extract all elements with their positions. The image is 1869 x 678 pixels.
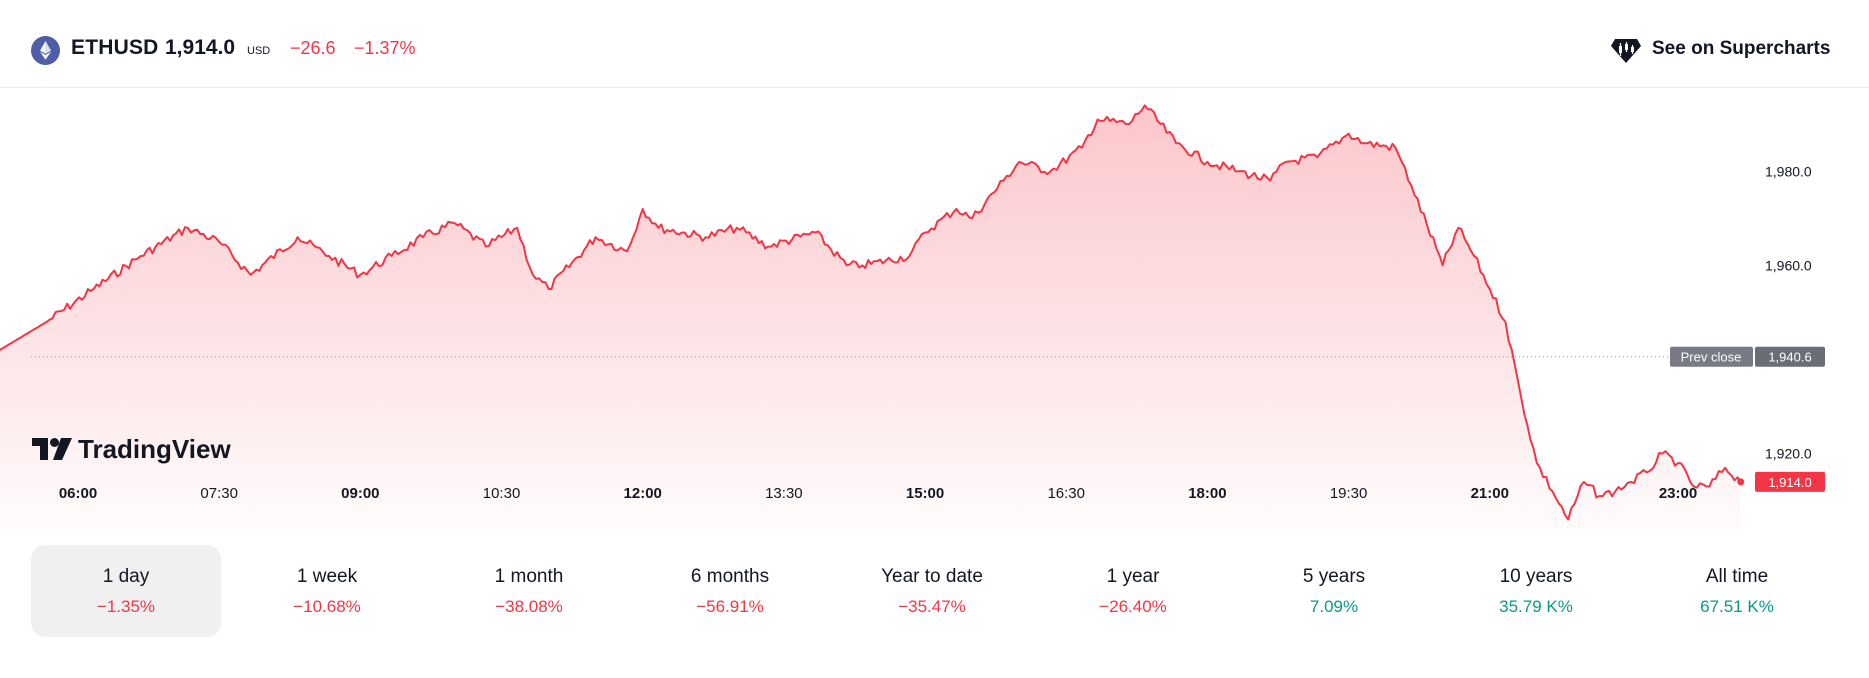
last-price-badge-value: 1,914.0 — [1768, 475, 1811, 490]
period-tab[interactable]: 5 years 7.09% — [1239, 545, 1429, 637]
price-area-fill — [0, 105, 1741, 528]
x-tick-label: 09:00 — [341, 485, 379, 502]
see-on-supercharts-button[interactable]: See on Supercharts — [1610, 30, 1840, 68]
symbol-header: ETHUSD 1,914.0 USD −26.6 −1.37% See on S… — [0, 0, 1869, 88]
x-tick-label: 21:00 — [1471, 485, 1509, 502]
period-change-value: −10.68% — [293, 597, 361, 616]
period-change-value: −1.35% — [96, 597, 156, 616]
tradingview-wordmark: TradingView — [78, 434, 231, 464]
x-tick-label: 18:00 — [1188, 485, 1226, 502]
period-label: 1 year — [1106, 566, 1160, 587]
y-tick-label: 1,920.0 — [1765, 446, 1812, 462]
period-label: Year to date — [881, 566, 983, 587]
x-tick-label: 16:30 — [1047, 485, 1085, 502]
period-change-value: −26.40% — [1099, 597, 1167, 616]
last-price-badge — [1755, 471, 1825, 492]
period-tab[interactable]: 6 months −56.91% — [635, 545, 825, 637]
y-tick-label: 1,960.0 — [1765, 257, 1812, 273]
x-tick-label: 19:30 — [1330, 485, 1368, 502]
price-series-line — [0, 104, 1742, 521]
period-tab[interactable]: 1 day −1.35% — [31, 545, 221, 637]
period-change-value: 7.09% — [1309, 597, 1359, 616]
period-tab[interactable]: 10 years 35.79 K% — [1441, 545, 1631, 637]
tradingview-logo-icon — [32, 438, 72, 465]
symbol-name: ETHUSD — [71, 36, 159, 59]
period-tab[interactable]: All time 67.51 K% — [1642, 545, 1832, 637]
period-label: 1 month — [494, 566, 564, 587]
x-tick-label: 15:00 — [906, 485, 944, 502]
x-tick-label: 07:30 — [200, 485, 238, 502]
x-tick-label: 10:30 — [483, 485, 521, 502]
period-label: 5 years — [1302, 566, 1366, 587]
period-change-value: 67.51 K% — [1700, 597, 1774, 616]
period-tab[interactable]: 1 week −10.68% — [232, 545, 422, 637]
last-point-marker — [1737, 478, 1745, 486]
x-tick-label: 13:30 — [765, 485, 803, 502]
period-label: 6 months — [690, 566, 770, 587]
ethereum-icon — [31, 36, 60, 65]
price-area — [0, 105, 1741, 528]
period-selector: 1 day −1.35% 1 week −10.68% 1 month −38.08% 6 … — [31, 545, 1851, 637]
prev-close-value: 1,940.6 — [1768, 350, 1811, 365]
prev-close-value-badge — [1755, 346, 1825, 367]
price-change-percent: −1.37% — [354, 38, 416, 58]
prev-close-label-badge — [1670, 346, 1753, 367]
last-price: 1,914.0 — [165, 36, 236, 59]
x-tick-label: 23:00 — [1659, 485, 1697, 502]
supercharts-icon — [1610, 35, 1642, 70]
period-change-value: −38.08% — [495, 597, 563, 616]
price-change: −26.6 — [290, 38, 336, 58]
y-axis: 1,980.0 1,960.0 1,920.0 — [1765, 163, 1812, 461]
period-change-value: −35.47% — [898, 597, 966, 616]
price-badges: Prev close 1,940.6 1,914.0 — [1670, 346, 1825, 492]
supercharts-label: See on Supercharts — [1652, 38, 1831, 59]
period-change-value: −56.91% — [696, 597, 764, 616]
y-tick-label: 1,980.0 — [1765, 163, 1812, 179]
period-label: 1 day — [102, 566, 150, 587]
period-label: 10 years — [1499, 566, 1573, 587]
x-axis: 06:00 07:30 09:00 10:30 12:00 13:30 15:00 16:30… — [59, 485, 1697, 502]
period-change-value: 35.79 K% — [1499, 597, 1573, 616]
period-tab[interactable]: 1 year −26.40% — [1038, 545, 1228, 637]
x-tick-label: 06:00 — [59, 485, 97, 502]
x-tick-label: 12:00 — [624, 485, 662, 502]
prev-close-label: Prev close — [1681, 350, 1742, 365]
currency-label: USD — [247, 45, 271, 57]
price-chart[interactable]: 1,980.0 1,960.0 1,920.0 06:00 07:30 09:00 10:… — [0, 88, 1869, 528]
period-label: All time — [1705, 566, 1769, 587]
price-line — [0, 104, 1745, 521]
period-label: 1 week — [296, 566, 358, 587]
period-tab[interactable]: 1 month −38.08% — [434, 545, 624, 637]
period-tab[interactable]: Year to date −35.47% — [837, 545, 1027, 637]
